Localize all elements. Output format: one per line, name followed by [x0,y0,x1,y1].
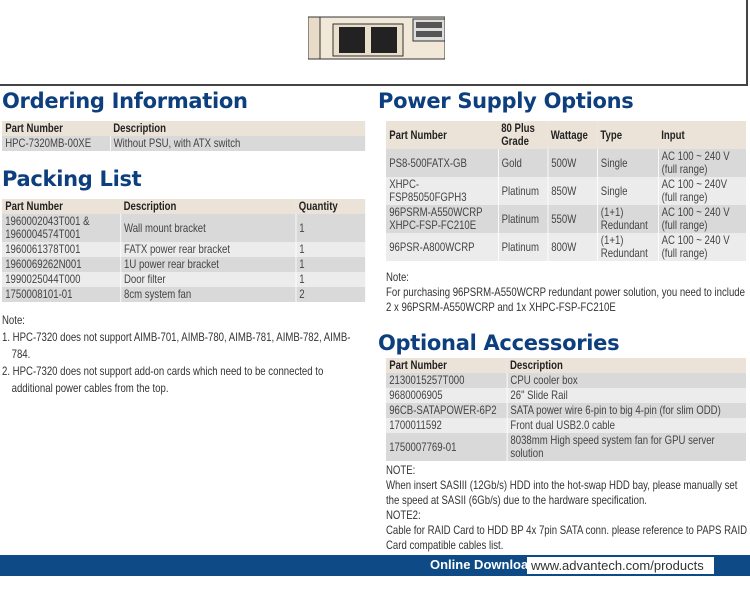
psu-note: Note: For purchasing 96PSRM-A550WCRP red… [386,270,748,315]
download-url-link[interactable]: www.advantech.com/products [527,557,714,574]
cell: 1U power rear bracket [120,257,296,272]
ordering-title: Ordering Information [2,89,248,113]
col-header: Quantity [295,199,366,214]
cell: Without PSU, with ATX switch [109,136,366,151]
cell: 800W [547,233,598,261]
table-row: 1750007769-01 8038mm High speed system fa… [386,433,746,461]
cell: SATA power wire 6-pin to big 4-pin (for … [506,403,746,418]
cell: 1990025044T000 [2,272,121,287]
cell: Single [596,149,658,177]
cell: 96PSRM-A550WCRP XHPC-FSP-FC210E [386,205,498,233]
cell: Single [596,177,658,205]
cell: HPC-7320MB-00XE [2,136,110,151]
table-row: 1960002043T001 & 1960004574T001 Wall moun… [2,214,366,242]
cell: 1 [295,257,366,272]
cell: 500W [547,149,598,177]
table-row: PS8-500FATX-GB Gold 500W Single AC 100 ~ 240… [386,149,746,177]
col-header: Part Number [386,358,507,373]
col-header: 80 Plus Grade [498,121,548,149]
table-row: 1960069262N001 1U power rear bracket 1 [2,257,366,272]
note-label: NOTE2: [386,508,421,522]
note-item: 1. HPC-7320 does not support AIMB-701, A… [2,330,351,361]
col-header: Wattage [547,121,598,149]
cell: FATX power rear bracket [120,242,296,257]
cell: AC 100 ~ 240V (full range) [657,177,746,205]
cell: 850W [547,177,598,205]
table-row: XHPC-FSP85050FGPH3 Platinum 850W Single AC 1… [386,177,746,205]
cell: Gold [497,149,548,177]
cell: 2130015257T000 [386,373,507,388]
psu-table: Part Number 80 Plus Grade Wattage Type Input… [386,121,746,261]
note-label: Note: [2,313,25,327]
col-header: Input [658,121,746,149]
cell: (1+1) Redundant [596,233,658,261]
chassis-rear-image [308,16,445,60]
note-text: When insert SASIII (12Gb/s) HDD into the… [386,478,738,507]
cell: 1 [295,214,366,242]
table-row: 96PSRM-A550WCRP XHPC-FSP-FC210E Platinum 5… [386,205,746,233]
cell: 1960069262N001 [2,257,121,272]
cell: AC 100 ~ 240 V (full range) [657,233,746,261]
col-header: Part Number [2,121,110,136]
cell: Platinum [497,205,548,233]
cell: 2 [295,287,366,302]
note-item: 2. HPC-7320 does not support add-on card… [2,364,324,395]
cell: 550W [547,205,598,233]
col-header: Type [597,121,658,149]
product-image-frame [0,0,748,86]
cell: 26" Slide Rail [506,388,746,403]
cell: 1750007769-01 [386,433,507,461]
packing-notes: Note: 1. HPC-7320 does not support AIMB-… [2,312,367,397]
col-header: Description [120,199,296,214]
cell: 1 [295,242,366,257]
footer-bar: Online Download www.advantech.com/produc… [0,555,750,576]
col-header: Description [506,358,746,373]
cell: 1960002043T001 & 1960004574T001 [2,214,121,242]
table-row: 9680006905 26" Slide Rail [386,388,746,403]
cell: CPU cooler box [506,373,746,388]
accessories-notes: NOTE: When insert SASIII (12Gb/s) HDD in… [386,463,748,553]
cell: AC 100 ~ 240 V (full range) [657,205,746,233]
cell: 1 [295,272,366,287]
note-label: NOTE: [386,463,416,477]
table-row: HPC-7320MB-00XE Without PSU, with ATX swi… [2,136,366,151]
cell: Platinum [497,177,548,205]
cell: Door filter [120,272,296,287]
table-row: 96PSR-A800WCRP Platinum 800W (1+1) Redundan… [386,233,746,261]
table-row: 1750008101-01 8cm system fan 2 [2,287,366,302]
col-header: Part Number [386,121,498,149]
cell: 9680006905 [386,388,507,403]
packing-title: Packing List [2,167,142,191]
accessories-table: Part Number Description 2130015257T000 CPU… [386,358,746,461]
cell: PS8-500FATX-GB [386,149,498,177]
cell: XHPC-FSP85050FGPH3 [386,177,498,205]
cell: Front dual USB2.0 cable [506,418,746,433]
cell: AC 100 ~ 240 V (full range) [657,149,746,177]
note-label: Note: [386,270,409,284]
cell: 8038mm High speed system fan for GPU ser… [506,433,746,461]
online-download-label: Online Download [430,557,537,572]
table-row: 1700011592 Front dual USB2.0 cable [386,418,746,433]
packing-table: Part Number Description Quantity 196000204… [2,199,366,302]
table-row: 1960061378T001 FATX power rear bracket 1 [2,242,366,257]
note-text: For purchasing 96PSRM-A550WCRP redundant… [386,285,745,314]
accessories-title: Optional Accessories [378,331,620,355]
cell: Wall mount bracket [120,214,296,242]
cell: 96PSR-A800WCRP [386,233,498,261]
cell: Platinum [497,233,548,261]
cell: 1750008101-01 [2,287,121,302]
ordering-table: Part Number Description HPC-7320MB-00XE Wi… [2,121,366,151]
cell: (1+1) Redundant [596,205,658,233]
cell: 8cm system fan [120,287,296,302]
table-row: 96CB-SATAPOWER-6P2 SATA power wire 6-pin … [386,403,746,418]
cell: 1960061378T001 [2,242,121,257]
table-row: 2130015257T000 CPU cooler box [386,373,746,388]
note-text: Cable for RAID Card to HDD BP 4x 7pin SA… [386,523,748,552]
cell: 1700011592 [386,418,507,433]
psu-title: Power Supply Options [378,89,634,113]
col-header: Description [110,121,366,136]
cell: 96CB-SATAPOWER-6P2 [386,403,507,418]
table-row: 1990025044T000 Door filter 1 [2,272,366,287]
col-header: Part Number [2,199,121,214]
